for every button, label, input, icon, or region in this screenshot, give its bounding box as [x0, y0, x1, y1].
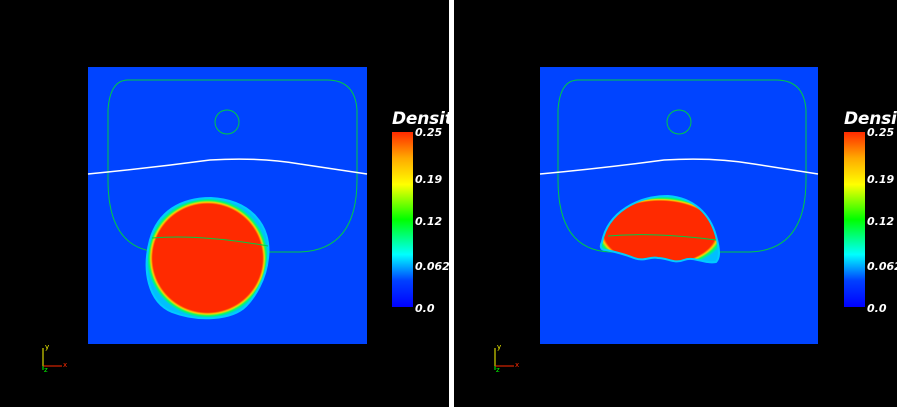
interface-over-blob	[151, 236, 269, 247]
right-visualization-panel: y x z Density 0.25 0.19 0.12 0.062 0.0	[454, 0, 897, 407]
density-blob	[145, 196, 270, 320]
right-scene	[494, 67, 819, 370]
colorbar-tick-high: 0.19	[867, 173, 895, 186]
axis-z-label: z	[496, 366, 500, 374]
colorbar-tick-mid: 0.12	[415, 215, 443, 228]
colorbar-tick-high: 0.19	[415, 173, 443, 186]
axis-x-label: x	[63, 361, 68, 369]
colorbar-tick-max: 0.25	[867, 126, 895, 139]
axis-y-label: y	[497, 343, 502, 351]
axis-y-label: y	[45, 343, 50, 351]
vessel-contour	[557, 79, 807, 253]
colorbar-title: Density	[844, 109, 897, 129]
vessel-contour	[107, 79, 358, 253]
density-blob	[599, 194, 720, 264]
colorbar-tick-min: 0.0	[415, 302, 435, 315]
colorbar-tick-low: 0.062	[867, 260, 897, 273]
colorbar-gradient	[844, 132, 865, 307]
left-scene	[42, 67, 368, 370]
axis-x-label: x	[515, 361, 520, 369]
colorbar-tick-mid: 0.12	[867, 215, 895, 228]
left-visualization-panel: y x z Density 0.25 0.19 0.12 0.062 0.0	[0, 0, 449, 407]
interface-line	[87, 158, 368, 175]
interface-line	[539, 158, 819, 175]
colorbar-tick-min: 0.0	[867, 302, 887, 315]
small-ring-contour	[214, 109, 240, 135]
colorbar-gradient	[392, 132, 413, 307]
axis-z-label: z	[44, 366, 48, 374]
colorbar-tick-low: 0.062	[415, 260, 449, 273]
interface-over-blob	[607, 234, 717, 241]
small-ring-contour	[666, 109, 692, 135]
colorbar-title: Density	[392, 109, 449, 129]
colorbar-tick-max: 0.25	[415, 126, 443, 139]
